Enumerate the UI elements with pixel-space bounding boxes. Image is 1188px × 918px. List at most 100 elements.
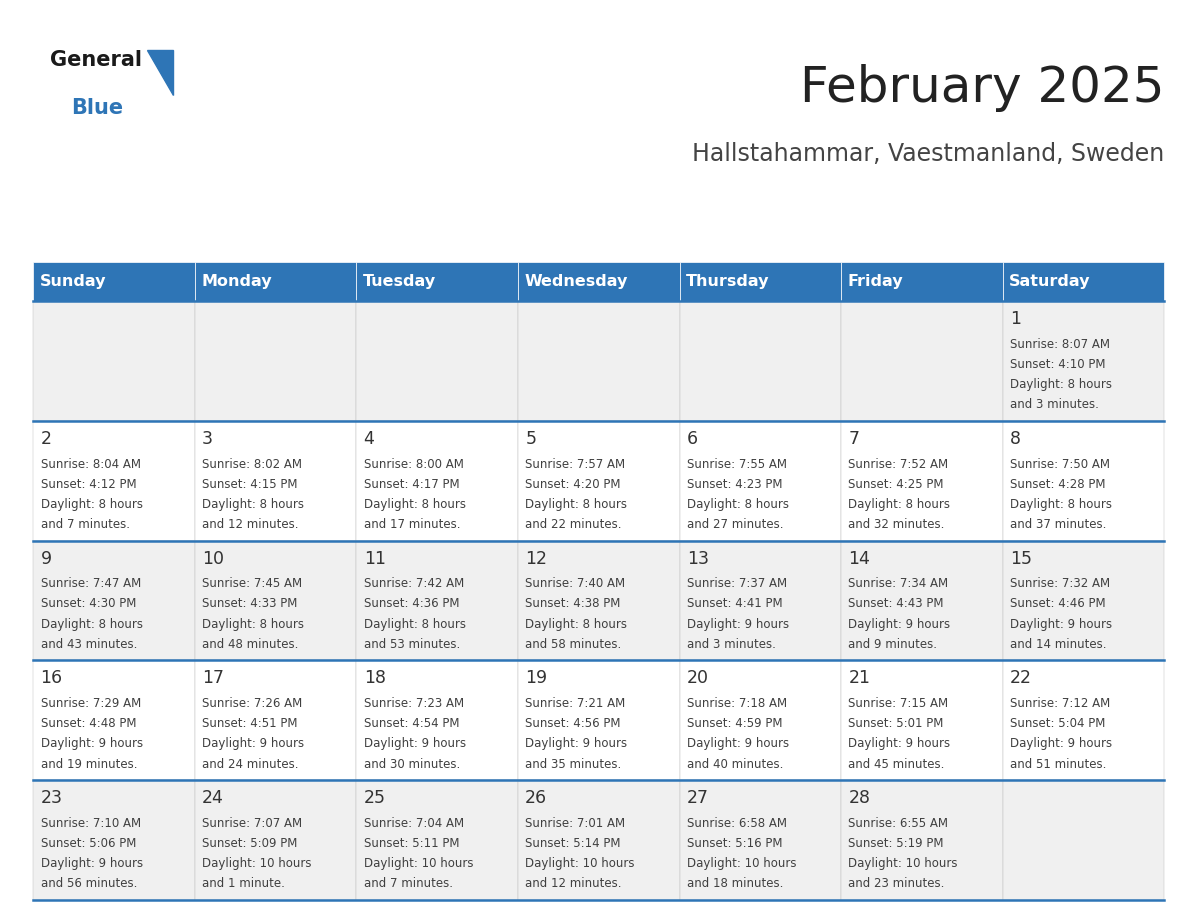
Text: 28: 28 [848,789,871,807]
Bar [195,301,356,420]
Text: Sunset: 5:09 PM: Sunset: 5:09 PM [202,837,297,850]
Text: and 58 minutes.: and 58 minutes. [525,638,621,651]
Bar [518,780,680,900]
Text: Sunset: 4:28 PM: Sunset: 4:28 PM [1010,477,1106,491]
Text: Sunset: 5:04 PM: Sunset: 5:04 PM [1010,717,1105,730]
Text: Daylight: 9 hours: Daylight: 9 hours [1010,737,1112,750]
Text: Sunset: 4:56 PM: Sunset: 4:56 PM [525,717,621,730]
Text: Sunrise: 6:58 AM: Sunrise: 6:58 AM [687,817,786,830]
Text: and 30 minutes.: and 30 minutes. [364,757,460,770]
Text: Daylight: 8 hours: Daylight: 8 hours [364,618,466,631]
Text: Sunrise: 7:12 AM: Sunrise: 7:12 AM [1010,697,1111,710]
Text: Daylight: 9 hours: Daylight: 9 hours [687,618,789,631]
Text: 9: 9 [40,550,51,567]
Text: 13: 13 [687,550,709,567]
Text: Daylight: 9 hours: Daylight: 9 hours [364,737,466,750]
Text: Daylight: 8 hours: Daylight: 8 hours [848,498,950,511]
Text: Sunset: 4:43 PM: Sunset: 4:43 PM [848,598,944,610]
Text: 17: 17 [202,669,225,688]
Text: and 9 minutes.: and 9 minutes. [848,638,937,651]
Text: and 43 minutes.: and 43 minutes. [40,638,137,651]
Text: Sunset: 4:10 PM: Sunset: 4:10 PM [1010,358,1106,371]
Text: Daylight: 10 hours: Daylight: 10 hours [202,857,311,870]
Text: Daylight: 9 hours: Daylight: 9 hours [848,618,950,631]
Text: Sunrise: 7:52 AM: Sunrise: 7:52 AM [848,457,948,471]
Text: Friday: Friday [847,274,903,289]
Bar [841,660,1003,780]
Text: Sunrise: 8:07 AM: Sunrise: 8:07 AM [1010,338,1110,351]
Text: Sunset: 4:17 PM: Sunset: 4:17 PM [364,477,460,491]
Text: 3: 3 [202,430,213,448]
Bar [841,541,1003,660]
Bar [841,420,1003,541]
Text: Sunset: 4:23 PM: Sunset: 4:23 PM [687,477,783,491]
Text: 21: 21 [848,669,871,688]
Bar [518,420,680,541]
Text: Daylight: 8 hours: Daylight: 8 hours [202,618,304,631]
Text: Sunrise: 7:34 AM: Sunrise: 7:34 AM [848,577,948,590]
Bar [356,262,518,301]
Text: and 14 minutes.: and 14 minutes. [1010,638,1106,651]
Text: Sunset: 5:19 PM: Sunset: 5:19 PM [848,837,944,850]
Text: Sunrise: 7:32 AM: Sunrise: 7:32 AM [1010,577,1110,590]
Bar [356,301,518,420]
Text: Sunrise: 7:18 AM: Sunrise: 7:18 AM [687,697,786,710]
Bar [195,541,356,660]
Text: Sunset: 5:01 PM: Sunset: 5:01 PM [848,717,943,730]
Text: Daylight: 9 hours: Daylight: 9 hours [848,737,950,750]
Text: Sunset: 4:48 PM: Sunset: 4:48 PM [40,717,137,730]
Bar [356,541,518,660]
Bar [33,780,195,900]
Text: Sunrise: 8:00 AM: Sunrise: 8:00 AM [364,457,463,471]
Text: Daylight: 9 hours: Daylight: 9 hours [1010,618,1112,631]
Text: Sunrise: 7:23 AM: Sunrise: 7:23 AM [364,697,463,710]
Text: 15: 15 [1010,550,1032,567]
Text: Sunrise: 7:15 AM: Sunrise: 7:15 AM [848,697,948,710]
Text: 16: 16 [40,669,63,688]
Text: 6: 6 [687,430,697,448]
Bar [33,420,195,541]
Text: Daylight: 8 hours: Daylight: 8 hours [1010,498,1112,511]
Text: Sunrise: 7:26 AM: Sunrise: 7:26 AM [202,697,303,710]
Text: and 40 minutes.: and 40 minutes. [687,757,783,770]
Bar [841,301,1003,420]
Text: 19: 19 [525,669,548,688]
Text: Sunday: Sunday [39,274,106,289]
Text: and 23 minutes.: and 23 minutes. [848,878,944,890]
Text: Daylight: 10 hours: Daylight: 10 hours [364,857,473,870]
Text: General: General [50,50,141,71]
Bar [195,780,356,900]
Text: and 12 minutes.: and 12 minutes. [525,878,621,890]
Text: and 1 minute.: and 1 minute. [202,878,285,890]
Bar [680,660,841,780]
Text: Hallstahammar, Vaestmanland, Sweden: Hallstahammar, Vaestmanland, Sweden [691,142,1164,166]
Text: Sunset: 5:14 PM: Sunset: 5:14 PM [525,837,621,850]
Bar [33,660,195,780]
Text: Sunset: 5:11 PM: Sunset: 5:11 PM [364,837,460,850]
Text: and 48 minutes.: and 48 minutes. [202,638,298,651]
Text: Sunrise: 7:50 AM: Sunrise: 7:50 AM [1010,457,1110,471]
Text: Sunrise: 7:10 AM: Sunrise: 7:10 AM [40,817,140,830]
Text: and 22 minutes.: and 22 minutes. [525,518,621,532]
Text: Sunrise: 7:29 AM: Sunrise: 7:29 AM [40,697,141,710]
Text: Daylight: 8 hours: Daylight: 8 hours [525,618,627,631]
Bar [518,301,680,420]
Text: 27: 27 [687,789,709,807]
Text: Sunset: 4:51 PM: Sunset: 4:51 PM [202,717,298,730]
Text: and 17 minutes.: and 17 minutes. [364,518,460,532]
Bar [841,262,1003,301]
Text: Wednesday: Wednesday [524,274,627,289]
Text: 18: 18 [364,669,386,688]
Text: Sunrise: 8:02 AM: Sunrise: 8:02 AM [202,457,302,471]
Text: 7: 7 [848,430,859,448]
Text: Sunrise: 7:47 AM: Sunrise: 7:47 AM [40,577,141,590]
Text: Sunrise: 7:01 AM: Sunrise: 7:01 AM [525,817,625,830]
Text: 5: 5 [525,430,536,448]
Text: Daylight: 9 hours: Daylight: 9 hours [40,857,143,870]
Text: Thursday: Thursday [685,274,770,289]
Text: Sunrise: 7:04 AM: Sunrise: 7:04 AM [364,817,463,830]
Text: Sunrise: 7:57 AM: Sunrise: 7:57 AM [525,457,625,471]
Text: Daylight: 8 hours: Daylight: 8 hours [1010,378,1112,391]
Bar [1003,301,1164,420]
Bar [33,262,195,301]
